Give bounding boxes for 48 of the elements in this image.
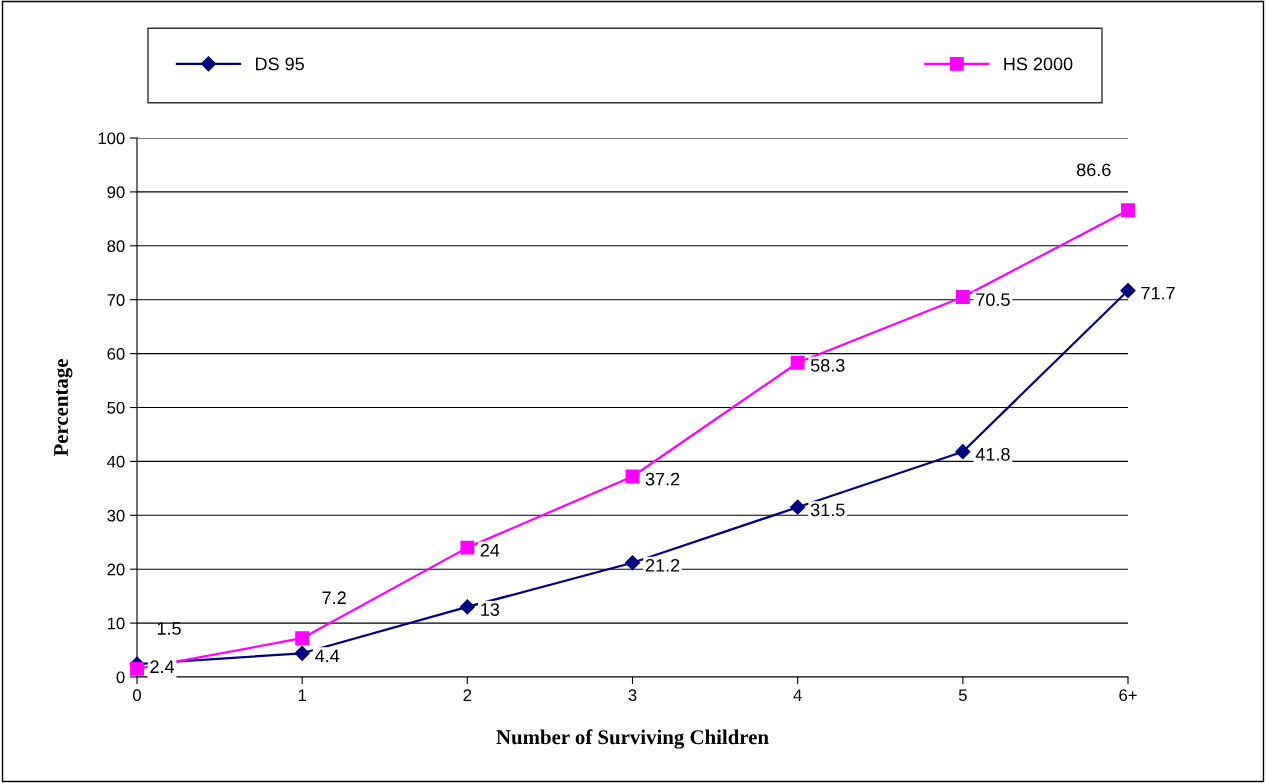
y-axis-title: Percentage (54, 359, 73, 457)
data-label: 58.3 (810, 358, 845, 372)
data-label: 24 (480, 543, 500, 557)
data-label: 21.2 (645, 558, 680, 572)
x-tick-label: 6+ (1119, 689, 1137, 702)
y-tick-label: 40 (107, 455, 125, 468)
data-label: 4.4 (315, 649, 340, 663)
data-label: 37.2 (645, 472, 680, 486)
point (955, 290, 970, 304)
x-tick-label: 0 (133, 689, 141, 702)
data-label: 1.5 (157, 622, 181, 635)
data-label: 71.7 (1141, 286, 1175, 300)
point (130, 661, 144, 676)
point (294, 645, 310, 661)
data-label: 41.8 (975, 447, 1010, 461)
x-axis-title: Number of Surviving Children (496, 729, 769, 749)
data-label: 70.5 (976, 293, 1010, 307)
data-label: 7.2 (322, 591, 346, 604)
data-label: 2.4 (150, 660, 175, 673)
y-tick-label: 30 (107, 509, 125, 522)
legend-label: HS 2000 (1004, 57, 1073, 71)
y-tick-label: 0 (116, 671, 125, 684)
data-label: 86.6 (1076, 163, 1111, 177)
y-tick-label: 10 (107, 617, 125, 630)
data-label: 13 (481, 603, 500, 616)
x-tick-label: 4 (793, 689, 802, 701)
point (295, 631, 310, 646)
legend-label: DS 95 (256, 57, 304, 71)
y-tick-label: 100 (98, 132, 125, 145)
point (790, 355, 805, 370)
point (1120, 282, 1136, 299)
point (790, 499, 806, 515)
point (459, 599, 475, 615)
x-tick-label: 2 (463, 689, 472, 701)
point (460, 540, 475, 555)
x-tick-label: 1 (298, 689, 306, 701)
y-tick-label: 20 (107, 563, 125, 576)
y-tick-label: 50 (107, 401, 125, 414)
point (624, 555, 641, 571)
y-tick-label: 80 (107, 240, 125, 252)
x-tick-label: 3 (628, 689, 637, 702)
point (1121, 203, 1135, 218)
data-label: 31.5 (810, 503, 845, 517)
point (955, 444, 971, 460)
y-tick-label: 70 (107, 294, 125, 306)
x-tick-label: 5 (958, 689, 967, 702)
y-tick-label: 60 (107, 348, 125, 360)
y-tick-label: 90 (107, 186, 125, 199)
